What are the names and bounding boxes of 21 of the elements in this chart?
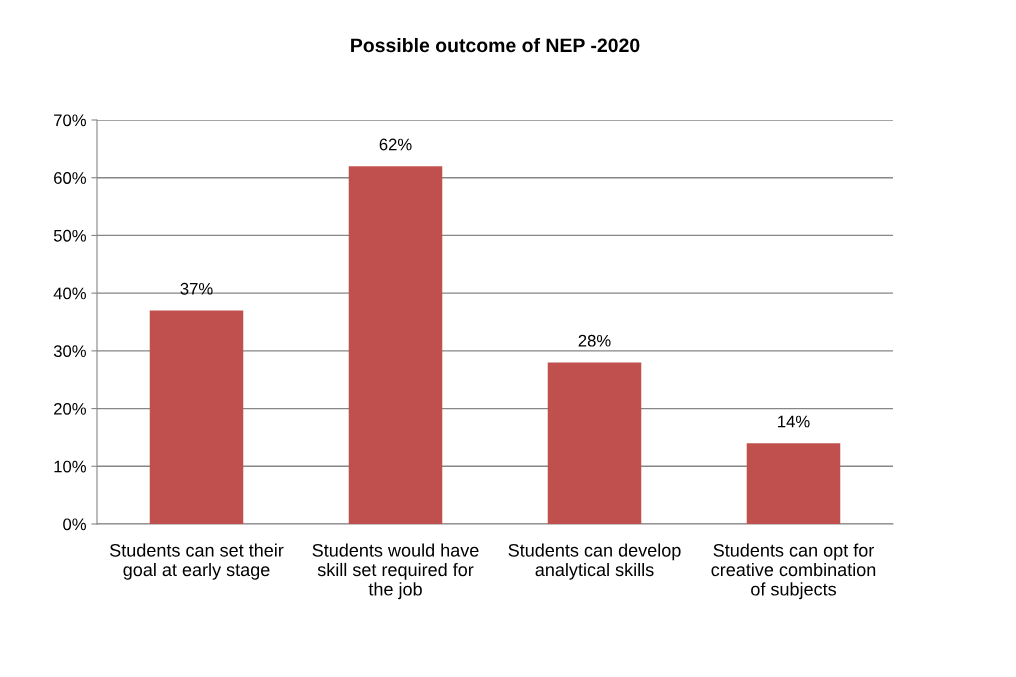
bar	[348, 166, 443, 524]
data-label: 14%	[778, 415, 810, 428]
x-tick-label: Students can develop analytical skills	[508, 543, 681, 580]
chart-title: Possible outcome of NEP -2020	[351, 37, 640, 53]
y-tick-label: 60%	[54, 172, 86, 184]
x-tick-label: Students would have skill set required for the job	[312, 543, 479, 600]
data-label: 62%	[379, 138, 412, 151]
bar	[149, 310, 244, 524]
bar	[547, 362, 642, 524]
y-tick-label: 10%	[54, 460, 86, 473]
bar	[746, 443, 841, 524]
x-tick-label: Students can set their goal at early stage	[110, 543, 284, 580]
x-tick-label: Students can opt for creative combination of subjects	[711, 543, 876, 600]
y-tick-label: 30%	[53, 345, 86, 358]
y-tick-label: 0%	[63, 518, 86, 531]
y-tick-label: 70%	[54, 114, 86, 127]
y-tick-label: 40%	[53, 287, 86, 300]
y-tick-label: 50%	[53, 229, 86, 242]
y-tick-label: 20%	[54, 402, 86, 415]
data-label: 28%	[578, 334, 611, 347]
data-label: 37%	[180, 282, 213, 295]
